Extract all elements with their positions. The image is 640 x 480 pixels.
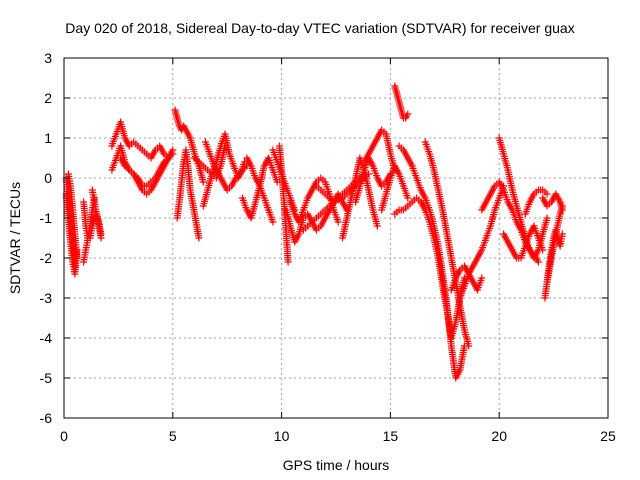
data-point	[269, 218, 277, 226]
x-tick-label: 5	[169, 428, 177, 444]
y-tick-label: -6	[40, 410, 53, 426]
data-point	[97, 234, 105, 242]
data-point	[273, 178, 281, 186]
data-point	[465, 342, 473, 350]
data-point	[543, 190, 551, 198]
series-t26	[378, 162, 412, 214]
y-tick-label: 1	[44, 130, 52, 146]
data-point	[169, 146, 177, 154]
data-point	[373, 222, 381, 230]
data-point	[543, 214, 551, 222]
series-t16	[243, 154, 277, 226]
series-t25	[360, 126, 399, 174]
data-point	[199, 178, 207, 186]
data-point	[284, 258, 292, 266]
data-point	[404, 194, 412, 202]
series-t6	[88, 186, 105, 242]
y-tick-label: -2	[40, 250, 53, 266]
series-t2	[62, 174, 79, 270]
data-point	[195, 234, 203, 242]
y-tick-label: 3	[44, 50, 52, 66]
x-tick-label: 0	[60, 428, 68, 444]
y-tick-label: -1	[40, 210, 53, 226]
y-axis-label: SDTVAR / TECUs	[7, 182, 23, 294]
series-t28	[395, 142, 468, 382]
data-point	[404, 110, 412, 118]
x-tick-label: 25	[600, 428, 616, 444]
y-tick-label: -5	[40, 370, 53, 386]
y-tick-label: 2	[44, 90, 52, 106]
data-point	[558, 202, 566, 210]
y-tick-label: -3	[40, 290, 53, 306]
series-t30	[421, 138, 473, 350]
x-tick-label: 20	[491, 428, 507, 444]
series-t14	[201, 138, 249, 194]
series-t27	[391, 82, 412, 122]
plot-frame	[63, 57, 609, 419]
series-t23	[339, 154, 381, 242]
data-point	[478, 274, 486, 282]
series-t9	[117, 146, 177, 198]
data-point	[539, 246, 547, 254]
chart-title: Day 020 of 2018, Sidereal Day-to-day VTE…	[65, 20, 574, 36]
series-t18	[275, 142, 292, 266]
x-tick-label: 15	[383, 428, 399, 444]
y-tick-label: 0	[44, 170, 52, 186]
axis-ticks: 0 5 10 15 20 25 -6 -5 -4 -3 -2 -1 0 1 2 3	[40, 50, 616, 444]
gridlines	[64, 58, 608, 418]
series-t36	[521, 186, 551, 218]
x-tick-label: 10	[274, 428, 290, 444]
series-t32	[456, 182, 508, 302]
series-t7	[108, 118, 177, 162]
x-axis-label: GPS time / hours	[283, 457, 390, 473]
series-t3	[64, 170, 81, 262]
series-t11	[173, 146, 203, 242]
data-point	[71, 262, 79, 270]
series-t39	[543, 202, 566, 286]
series-t35	[500, 222, 547, 262]
y-tick-label: -4	[40, 330, 53, 346]
data-point	[73, 254, 81, 262]
data-point	[534, 258, 542, 266]
data-point	[558, 230, 566, 238]
data-point	[334, 218, 342, 226]
series-t10	[171, 106, 207, 186]
data-marks	[62, 82, 566, 382]
